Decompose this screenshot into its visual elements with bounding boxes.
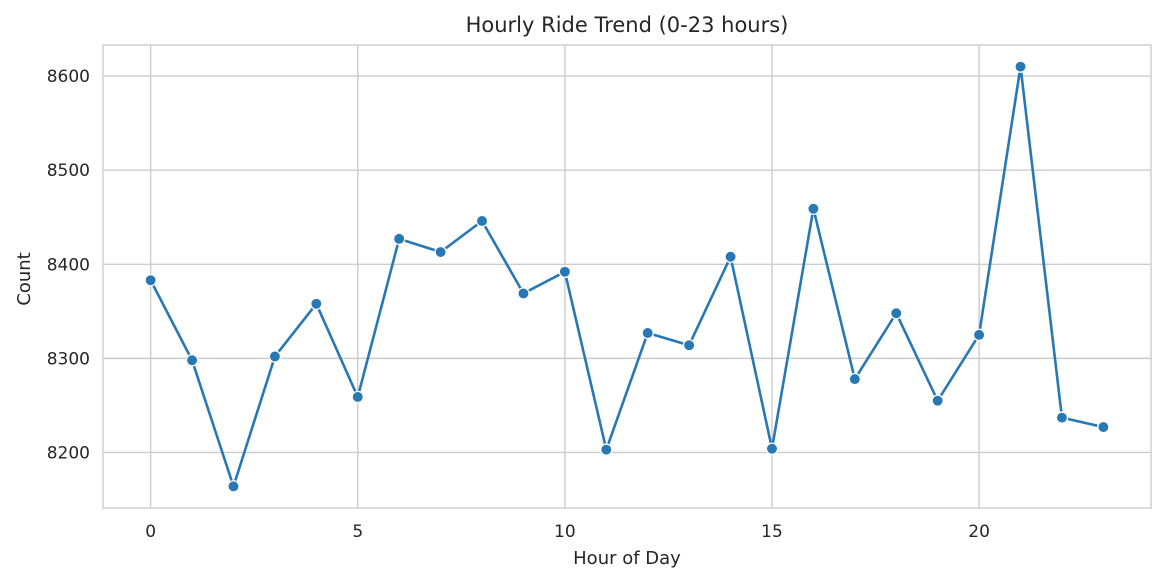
plot-area [102, 44, 1152, 509]
data-point [1097, 420, 1110, 434]
data-point [517, 287, 530, 300]
data-point [351, 390, 364, 404]
data-point [310, 297, 323, 311]
data-point [392, 232, 406, 246]
data-point [931, 394, 944, 407]
series-line [149, 65, 1105, 488]
data-point [848, 372, 862, 386]
x-tick-label: 0 [145, 522, 156, 542]
y-axis-title: Count [14, 252, 35, 305]
data-point [641, 326, 654, 340]
x-axis-ticks: 0 5 10 15 20 [145, 522, 990, 542]
y-tick-label: 8300 [47, 349, 90, 369]
data-point [434, 245, 447, 259]
data-point [475, 214, 489, 228]
data-point [1055, 411, 1069, 424]
data-point [724, 250, 737, 263]
data-point [682, 338, 696, 352]
x-tick-label: 5 [352, 522, 363, 542]
data-point [972, 328, 986, 342]
x-tick-label: 10 [554, 522, 576, 542]
data-point [890, 306, 903, 320]
series-layer [144, 60, 1110, 493]
plot-frame [102, 44, 1152, 509]
x-tick-label: 15 [761, 522, 783, 542]
data-point [1014, 60, 1027, 73]
data-point [227, 480, 240, 493]
data-point [600, 443, 613, 456]
y-tick-label: 8400 [47, 255, 90, 275]
y-tick-label: 8200 [47, 443, 90, 463]
y-tick-label: 8600 [47, 67, 90, 87]
y-axis-ticks: 8200 8300 8400 8500 8600 [47, 67, 90, 463]
gridlines [103, 45, 1151, 508]
x-tick-label: 20 [968, 522, 990, 542]
data-point [558, 265, 572, 279]
data-point [807, 202, 820, 215]
data-point [765, 442, 779, 455]
data-point [185, 353, 199, 367]
data-point [268, 350, 282, 363]
y-tick-label: 8500 [47, 161, 90, 181]
x-axis-title: Hour of Day [573, 548, 681, 569]
chart-title: Hourly Ride Trend (0-23 hours) [466, 13, 789, 37]
data-point [144, 274, 157, 287]
